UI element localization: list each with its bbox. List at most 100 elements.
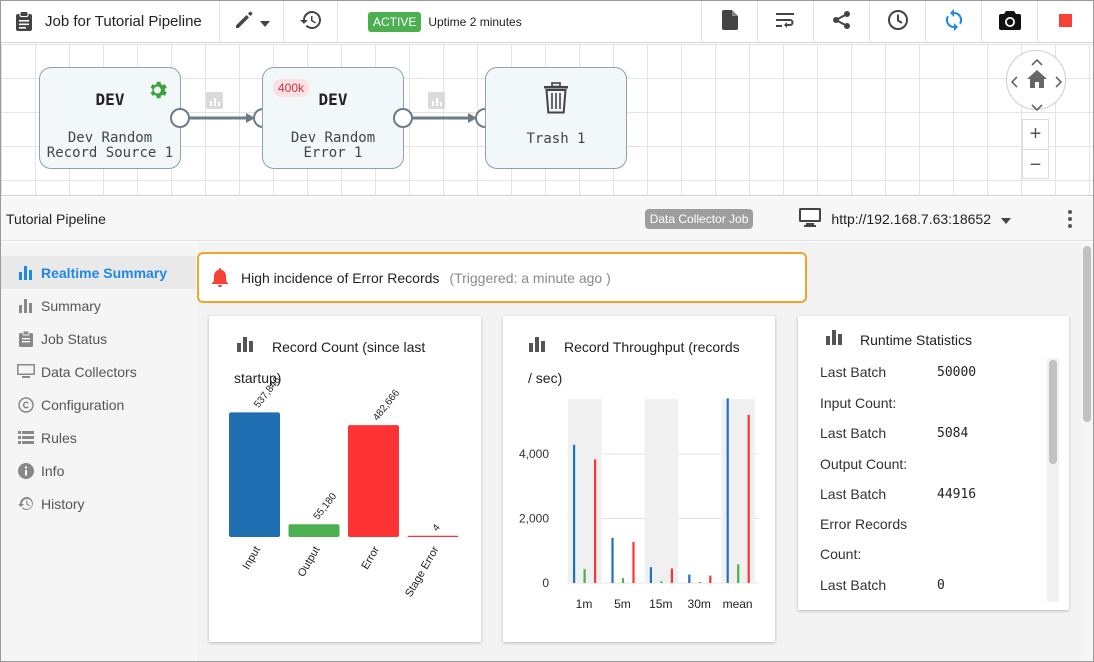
stat-value: 50000 — [937, 365, 977, 380]
edit-menu-button[interactable] — [220, 1, 284, 43]
bar-mean-series-1 — [737, 564, 740, 583]
x-tick-label: Stage Error — [403, 544, 442, 599]
bar-5m-series-2 — [632, 542, 635, 583]
pan-control[interactable] — [1006, 50, 1066, 112]
chevron-down-icon[interactable] — [1031, 99, 1043, 115]
bell-icon — [211, 268, 229, 287]
share-button[interactable] — [813, 1, 869, 43]
page-scrollbar[interactable] — [1081, 242, 1093, 661]
x-tick-label: Input — [240, 545, 263, 572]
history-button[interactable] — [284, 1, 338, 43]
snapshot-button[interactable] — [981, 1, 1037, 43]
throughput-card: Record Throughput (records / sec) 0 2,000… — [503, 316, 775, 642]
x-tick-label: 30m — [688, 597, 711, 611]
bar-5m-series-0 — [611, 537, 614, 583]
history-icon — [17, 496, 35, 512]
output-port[interactable] — [170, 108, 190, 128]
document-icon — [721, 10, 738, 33]
collector-url: http://192.168.7.63:18652 — [831, 210, 991, 227]
alert-triggered-time: (Triggered: a minute ago ) — [449, 269, 611, 286]
bar-15m-series-2 — [670, 568, 673, 583]
stage-name: Dev Random Record Source 1 — [46, 130, 174, 161]
pipeline-canvas[interactable]: DEV Dev Random Record Source 1 400k DEV … — [1, 44, 1093, 196]
nav-item-rules[interactable]: Rules — [1, 421, 196, 454]
bar-input — [229, 412, 280, 537]
stage-dev-random-source[interactable]: DEV Dev Random Record Source 1 — [39, 67, 181, 169]
view-json-button[interactable] — [701, 1, 757, 43]
y-tick-label: 2,000 — [519, 511, 549, 525]
nav-item-label: Info — [41, 462, 65, 479]
pipeline-name: Tutorial Pipeline — [6, 210, 106, 227]
nav-item-configuration[interactable]: Configuration — [1, 388, 196, 421]
nav-item-summary[interactable]: Summary — [1, 289, 196, 322]
stage-name: Dev Random Error 1 — [290, 130, 376, 161]
chevron-up-icon[interactable] — [1031, 53, 1043, 69]
data-preview-icon[interactable] — [428, 92, 445, 109]
nav-item-history[interactable]: History — [1, 487, 196, 520]
uptime-text: Uptime 2 minutes — [428, 14, 522, 29]
stage-trash[interactable]: Trash 1 — [485, 67, 627, 169]
schedule-button[interactable] — [869, 1, 925, 43]
record-count-chart: 537,846 Input 55,180 Output 482,666 Error 4 Sta… — [229, 375, 459, 599]
left-nav: Realtime Summary Summary Job Status Data… — [1, 242, 196, 661]
data-label: 482,666 — [371, 387, 402, 423]
nav-item-job-status[interactable]: Job Status — [1, 322, 196, 355]
scrollbar-thumb[interactable] — [1049, 360, 1057, 464]
x-tick-label: 5m — [614, 597, 631, 611]
bar-1m-series-0 — [573, 444, 576, 583]
stop-button[interactable] — [1037, 1, 1093, 43]
stat-label: Count: — [820, 546, 862, 562]
pencil-icon — [234, 10, 254, 33]
nav-item-info[interactable]: Info — [1, 454, 196, 487]
x-tick-label: mean — [723, 597, 753, 611]
sync-button[interactable] — [925, 1, 981, 43]
stat-label: Last Batch — [820, 425, 887, 441]
top-toolbar: Job for Tutorial Pipeline ACTIVE Uptime … — [1, 1, 1093, 43]
stat-value: 0 — [937, 578, 945, 593]
pipeline-header: Tutorial Pipeline Data Collector Job htt… — [1, 197, 1093, 241]
scrollbar-thumb[interactable] — [1083, 246, 1091, 422]
bar-chart-icon — [17, 298, 35, 313]
wrap-button[interactable] — [757, 1, 813, 43]
x-tick-label: Error — [359, 544, 382, 571]
bar-stage-error — [407, 535, 459, 537]
zoom-out-button[interactable]: − — [1029, 153, 1042, 176]
bar-1m-series-2 — [594, 459, 597, 583]
alert-banner[interactable]: High incidence of Error Records (Trigger… — [197, 252, 807, 303]
home-icon[interactable] — [1027, 70, 1047, 91]
nav-item-label: Summary — [41, 297, 101, 314]
stat-label: Last Batch — [820, 486, 887, 502]
chevron-left-icon[interactable] — [1010, 75, 1018, 91]
stat-value: 5084 — [937, 426, 969, 441]
clipboard-icon — [17, 330, 35, 347]
y-tick-label: 0 — [542, 576, 549, 590]
stage-dev-random-error[interactable]: 400k DEV Dev Random Error 1 — [262, 67, 404, 169]
data-preview-icon[interactable] — [206, 92, 223, 109]
more-options-icon[interactable] — [1057, 209, 1083, 228]
alert-message: High incidence of Error Records — [241, 269, 440, 286]
card-scrollbar[interactable] — [1047, 358, 1059, 602]
zoom-in-button[interactable]: + — [1023, 120, 1048, 150]
gear-icon[interactable] — [148, 80, 168, 104]
nav-item-label: History — [41, 495, 85, 512]
runtime-statistics-card: Runtime Statistics Last Batch 50000 Inpu… — [798, 316, 1069, 610]
nav-item-label: Configuration — [41, 396, 125, 413]
bar-output — [288, 524, 340, 537]
nav-item-realtime-summary[interactable]: Realtime Summary — [1, 256, 196, 289]
output-port[interactable] — [393, 108, 413, 128]
collector-url-dropdown[interactable]: http://192.168.7.63:18652 — [799, 207, 1011, 230]
chevron-right-icon[interactable] — [1055, 75, 1063, 91]
trash-icon — [543, 82, 569, 118]
clipboard-icon — [15, 11, 33, 32]
bar-1m-series-1 — [583, 569, 586, 583]
stage-links — [190, 113, 477, 123]
record-count-card: Record Count (since last startup) 537,84… — [209, 316, 481, 642]
nav-item-label: Data Collectors — [41, 363, 137, 380]
zoom-control: + − — [1022, 119, 1049, 179]
x-tick-label: 15m — [649, 597, 672, 611]
y-tick-label: 4,000 — [519, 447, 549, 461]
nav-item-data-collectors[interactable]: Data Collectors — [1, 355, 196, 388]
stage-library-label: DEV — [318, 90, 348, 109]
card-title: Record Count (since last startup) — [234, 337, 426, 386]
